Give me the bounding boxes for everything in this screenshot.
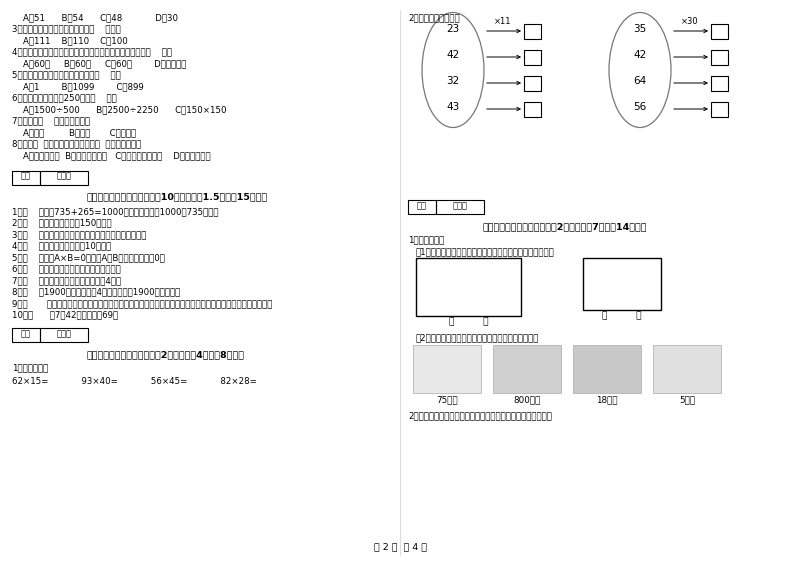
Text: A．一定，可能  B．可能，不可能   C．不可能，不可能    D．可能，可能: A．一定，可能 B．可能，不可能 C．不可能，不可能 D．可能，可能 (12, 151, 210, 160)
Text: 23: 23 (446, 24, 460, 34)
Text: 2．（    ）一本故事书约重150千克。: 2．（ ）一本故事书约重150千克。 (12, 219, 112, 228)
Text: 18千米: 18千米 (596, 395, 618, 404)
Bar (413, 345, 481, 393)
Text: 3．（    ）所有的大月都是单月，所有的小月都是双月。: 3．（ ）所有的大月都是单月，所有的小月都是双月。 (12, 230, 146, 239)
Text: 7．四边形（    ）平行四边形。: 7．四边形（ ）平行四边形。 (12, 116, 90, 125)
Text: 1．竖式计算。: 1．竖式计算。 (12, 363, 48, 372)
Text: 6．（    ）小明面对着东方时，背对着西方。: 6．（ ）小明面对着东方时，背对着西方。 (12, 264, 121, 273)
Bar (524, 50, 541, 64)
Bar (711, 76, 728, 90)
Text: ×11: ×11 (494, 17, 512, 26)
Bar (524, 102, 541, 116)
Text: 7．（    ）正方形的周长是它的边长的4倍。: 7．（ ）正方形的周长是它的边长的4倍。 (12, 276, 121, 285)
Text: 6．下面的结果刚好是250的是（    ）。: 6．下面的结果刚好是250的是（ ）。 (12, 93, 117, 102)
Text: 1．实践操作：: 1．实践操作： (408, 236, 444, 245)
Text: 35: 35 (634, 24, 646, 34)
Text: 42: 42 (634, 50, 646, 60)
Text: A．一定         B．可能       C．不可能: A．一定 B．可能 C．不可能 (12, 128, 136, 137)
Bar (573, 345, 641, 393)
Text: （          ）: （ ） (449, 318, 488, 327)
Text: 8．明天（  ）会下雨，今天下午我（  ）能遇全世界。: 8．明天（ ）会下雨，今天下午我（ ）能遇全世界。 (12, 140, 142, 149)
Text: 得分: 得分 (21, 329, 31, 338)
Text: A．1500÷500      B．2500÷2250      C．150×150: A．1500÷500 B．2500÷2250 C．150×150 (12, 105, 226, 114)
Bar (493, 345, 561, 393)
Text: 4．时针从上一个数字到相邻的下一个数字，经过的时间是（    ）。: 4．时针从上一个数字到相邻的下一个数字，经过的时间是（ ）。 (12, 47, 172, 56)
Bar (711, 24, 728, 38)
Text: 3．最大的三位数是最大一位数的（    ）倍。: 3．最大的三位数是最大一位数的（ ）倍。 (12, 24, 121, 33)
Text: 得分: 得分 (417, 201, 427, 210)
Text: 五、认真思考，综合能力（共2小题，每题7分，共14分）。: 五、认真思考，综合能力（共2小题，每题7分，共14分）。 (483, 222, 647, 231)
Bar (524, 76, 541, 90)
Text: A．111    B．110    C．100: A．111 B．110 C．100 (12, 36, 128, 45)
Text: 800千米: 800千米 (514, 395, 541, 404)
Bar (12, 171, 40, 185)
Text: 32: 32 (446, 76, 460, 86)
Text: 8．（    ）1900年的年份数是4的倍数，所以1900年是闰年。: 8．（ ）1900年的年份数是4的倍数，所以1900年是闰年。 (12, 288, 180, 297)
Bar (40, 328, 88, 342)
Bar (524, 24, 541, 38)
Text: 62×15=            93×40=            56×45=            82×28=: 62×15= 93×40= 56×45= 82×28= (12, 377, 257, 386)
Text: 4．（    ）小明家客厅面积是10公顷。: 4．（ ）小明家客厅面积是10公顷。 (12, 241, 111, 250)
Text: （          ）: （ ） (602, 311, 642, 320)
Text: 第 2 页  共 4 页: 第 2 页 共 4 页 (374, 542, 426, 551)
Bar (653, 345, 721, 393)
Text: A．60秒     B．60分     C．60时        D．无法确定: A．60秒 B．60分 C．60时 D．无法确定 (12, 59, 186, 68)
Text: 5．最小三位数和最大三位数的和是（    ）。: 5．最小三位数和最大三位数的和是（ ）。 (12, 71, 121, 80)
Text: 得分: 得分 (21, 172, 31, 180)
Text: 10．（      ）7个42相加的和是69。: 10．（ ）7个42相加的和是69。 (12, 311, 118, 319)
Bar (408, 200, 436, 214)
Text: 42: 42 (446, 50, 460, 60)
Text: ×30: ×30 (681, 17, 699, 26)
Text: 64: 64 (634, 76, 646, 86)
Text: 2．算一算，填一填。: 2．算一算，填一填。 (408, 13, 460, 22)
Text: 2．下面是气温自测仪上记录的某天四个不同时间的气温情况：: 2．下面是气温自测仪上记录的某天四个不同时间的气温情况： (408, 411, 552, 420)
Text: 5．（    ）如果A×B=0，那么A和B中至少有一个是0。: 5．（ ）如果A×B=0，那么A和B中至少有一个是0。 (12, 253, 165, 262)
Text: （1）、量出下面各图形中每条边的长度。（以毫米为单位）: （1）、量出下面各图形中每条边的长度。（以毫米为单位） (416, 247, 554, 256)
Bar (416, 258, 521, 315)
Text: 43: 43 (446, 102, 460, 112)
Text: A．51      B．54      C．48            D．30: A．51 B．54 C．48 D．30 (12, 13, 178, 22)
Text: 四、看清题目，细心计算（共2小题，每题4分，共8分）。: 四、看清题目，细心计算（共2小题，每题4分，共8分）。 (87, 350, 245, 359)
Text: （2）、把每小时行的路程与合适的出行方式连起来。: （2）、把每小时行的路程与合适的出行方式连起来。 (416, 333, 539, 342)
Text: 75千米: 75千米 (436, 395, 458, 404)
Text: 评卷人: 评卷人 (453, 201, 467, 210)
Bar (436, 200, 484, 214)
Bar (583, 258, 661, 310)
Text: 1．（    ）根据735+265=1000，可以直接写出1000－735的差。: 1．（ ）根据735+265=1000，可以直接写出1000－735的差。 (12, 207, 218, 216)
Text: 评卷人: 评卷人 (57, 329, 71, 338)
Bar (12, 328, 40, 342)
Bar (711, 50, 728, 64)
Text: 三、仔细推敲，正确判断（共10小题，每题1.5分，共15分）。: 三、仔细推敲，正确判断（共10小题，每题1.5分，共15分）。 (87, 193, 268, 202)
Text: 评卷人: 评卷人 (57, 172, 71, 180)
Bar (40, 171, 88, 185)
Text: 5千米: 5千米 (679, 395, 695, 404)
Text: A．1        B．1099        C．899: A．1 B．1099 C．899 (12, 82, 144, 91)
Text: 9．（       ）用同一条铁丝先围成一个最大的正方形，再围成一个最大的长方形，长方形和正方形的周长相等。: 9．（ ）用同一条铁丝先围成一个最大的正方形，再围成一个最大的长方形，长方形和正… (12, 299, 272, 308)
Bar (711, 102, 728, 116)
Text: 56: 56 (634, 102, 646, 112)
